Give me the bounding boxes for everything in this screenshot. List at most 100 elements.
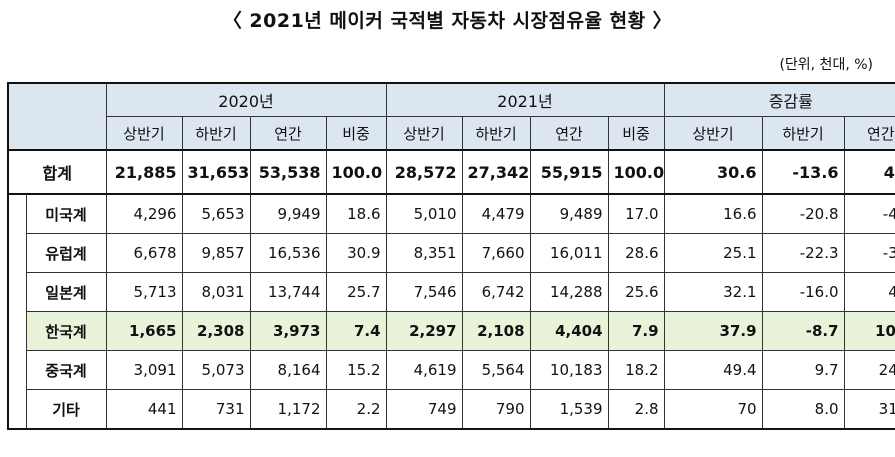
table-cell: 27,342 [461,149,531,195]
table-cell: 16,011 [529,233,609,273]
table-cell: 9,949 [249,193,327,234]
table-cell: 5,713 [105,272,183,312]
table-cell: 31,653 [181,149,251,195]
table-cell: 30.9 [325,233,387,273]
table-cell: 8,351 [385,233,463,273]
table-cell: 1,172 [249,389,327,430]
table-cell: 1,665 [105,311,183,351]
table-cell: -3.2 [843,233,895,273]
table-cell: 28.6 [607,233,665,273]
table-cell: 25.1 [663,233,763,273]
row-label: 일본계 [25,272,107,312]
table-cell: 4.4 [843,149,895,195]
table-cell: 100.0 [325,149,387,195]
table-row: 기타 441 731 1,172 2.2 749 790 1,539 2.8 7… [7,389,895,430]
table-cell: 30.6 [663,149,763,195]
table-cell: 2.8 [607,389,665,430]
col-header: 연간 [843,116,895,151]
group-header-2020: 2020년 [105,82,387,117]
indent-cell [7,350,27,390]
table-cell: 5,010 [385,193,463,234]
table-cell: 1,539 [529,389,609,430]
table-row: 일본계 5,713 8,031 13,744 25.7 7,546 6,742 … [7,272,895,312]
table-row-total: 합계 21,885 31,653 53,538 100.0 28,572 27,… [7,149,895,195]
table-cell: 9,489 [529,193,609,234]
table-cell: 16,536 [249,233,327,273]
table-cell: 55,915 [529,149,609,195]
table-cell: 32.1 [663,272,763,312]
table-cell: 4.0 [843,272,895,312]
table-cell: 100.0 [607,149,665,195]
corner-header [7,82,107,151]
table-cell: 7.4 [325,311,387,351]
col-header: 비중 [607,116,665,151]
indent-cell [7,311,27,351]
col-header: 연간 [529,116,609,151]
indent-cell [7,233,27,273]
col-header: 상반기 [663,116,763,151]
table-cell: 2,108 [461,311,531,351]
row-label: 합계 [7,149,107,195]
table-cell: 49.4 [663,350,763,390]
table-cell: -22.3 [761,233,845,273]
table-cell: 37.9 [663,311,763,351]
table-cell: 17.0 [607,193,665,234]
row-label: 한국계 [25,311,107,351]
row-label: 기타 [25,389,107,430]
table-cell: 16.6 [663,193,763,234]
table-cell: 24.7 [843,350,895,390]
table-cell: 25.6 [607,272,665,312]
table-cell: -16.0 [761,272,845,312]
indent-cell [7,389,27,430]
table-cell: 25.7 [325,272,387,312]
table-cell: 53,538 [249,149,327,195]
table-cell: 790 [461,389,531,430]
table-cell: 9,857 [181,233,251,273]
table-cell: 8.0 [761,389,845,430]
table-cell: 9.7 [761,350,845,390]
table-cell: 7,546 [385,272,463,312]
table-row: 미국계 4,296 5,653 9,949 18.6 5,010 4,479 9… [7,193,895,234]
table-cell: 70 [663,389,763,430]
table-cell: 2,308 [181,311,251,351]
table-cell: -20.8 [761,193,845,234]
table-cell: 14,288 [529,272,609,312]
table-cell: 6,678 [105,233,183,273]
table-cell: 18.6 [325,193,387,234]
table-cell: 5,564 [461,350,531,390]
table-cell: 3,973 [249,311,327,351]
table-cell: 15.2 [325,350,387,390]
table-cell: 4,296 [105,193,183,234]
table-cell: 10.8 [843,311,895,351]
market-share-table: 2020년 2021년 증감률 상반기 하반기 연간 비중 상반기 하반기 연간… [7,82,895,430]
table-cell: 6,742 [461,272,531,312]
row-label: 중국계 [25,350,107,390]
table-cell: 8,031 [181,272,251,312]
table-cell: 28,572 [385,149,463,195]
table-cell: 18.2 [607,350,665,390]
row-label: 미국계 [25,193,107,234]
table-cell: 7,660 [461,233,531,273]
col-header: 하반기 [761,116,845,151]
table-row: 유럽계 6,678 9,857 16,536 30.9 8,351 7,660 … [7,233,895,273]
table-cell: 4,479 [461,193,531,234]
table-cell: 8,164 [249,350,327,390]
page-title: 〈 2021년 메이커 국적별 자동차 시장점유율 현황 〉 [222,10,673,32]
row-label: 유럽계 [25,233,107,273]
table-cell: 749 [385,389,463,430]
table-cell: 7.9 [607,311,665,351]
col-header: 상반기 [385,116,463,151]
table-cell: 4,619 [385,350,463,390]
col-header: 비중 [325,116,387,151]
indent-cell [7,194,27,234]
col-header: 하반기 [181,116,251,151]
unit-label: (단위, 천대, %) [779,57,873,73]
table-cell: 441 [105,389,183,430]
table-cell: 21,885 [105,149,183,195]
table-cell: 31.3 [843,389,895,430]
group-header-2021: 2021년 [385,82,665,117]
table-cell: 13,744 [249,272,327,312]
col-header: 상반기 [105,116,183,151]
col-header: 연간 [249,116,327,151]
group-header-change: 증감률 [663,82,895,117]
